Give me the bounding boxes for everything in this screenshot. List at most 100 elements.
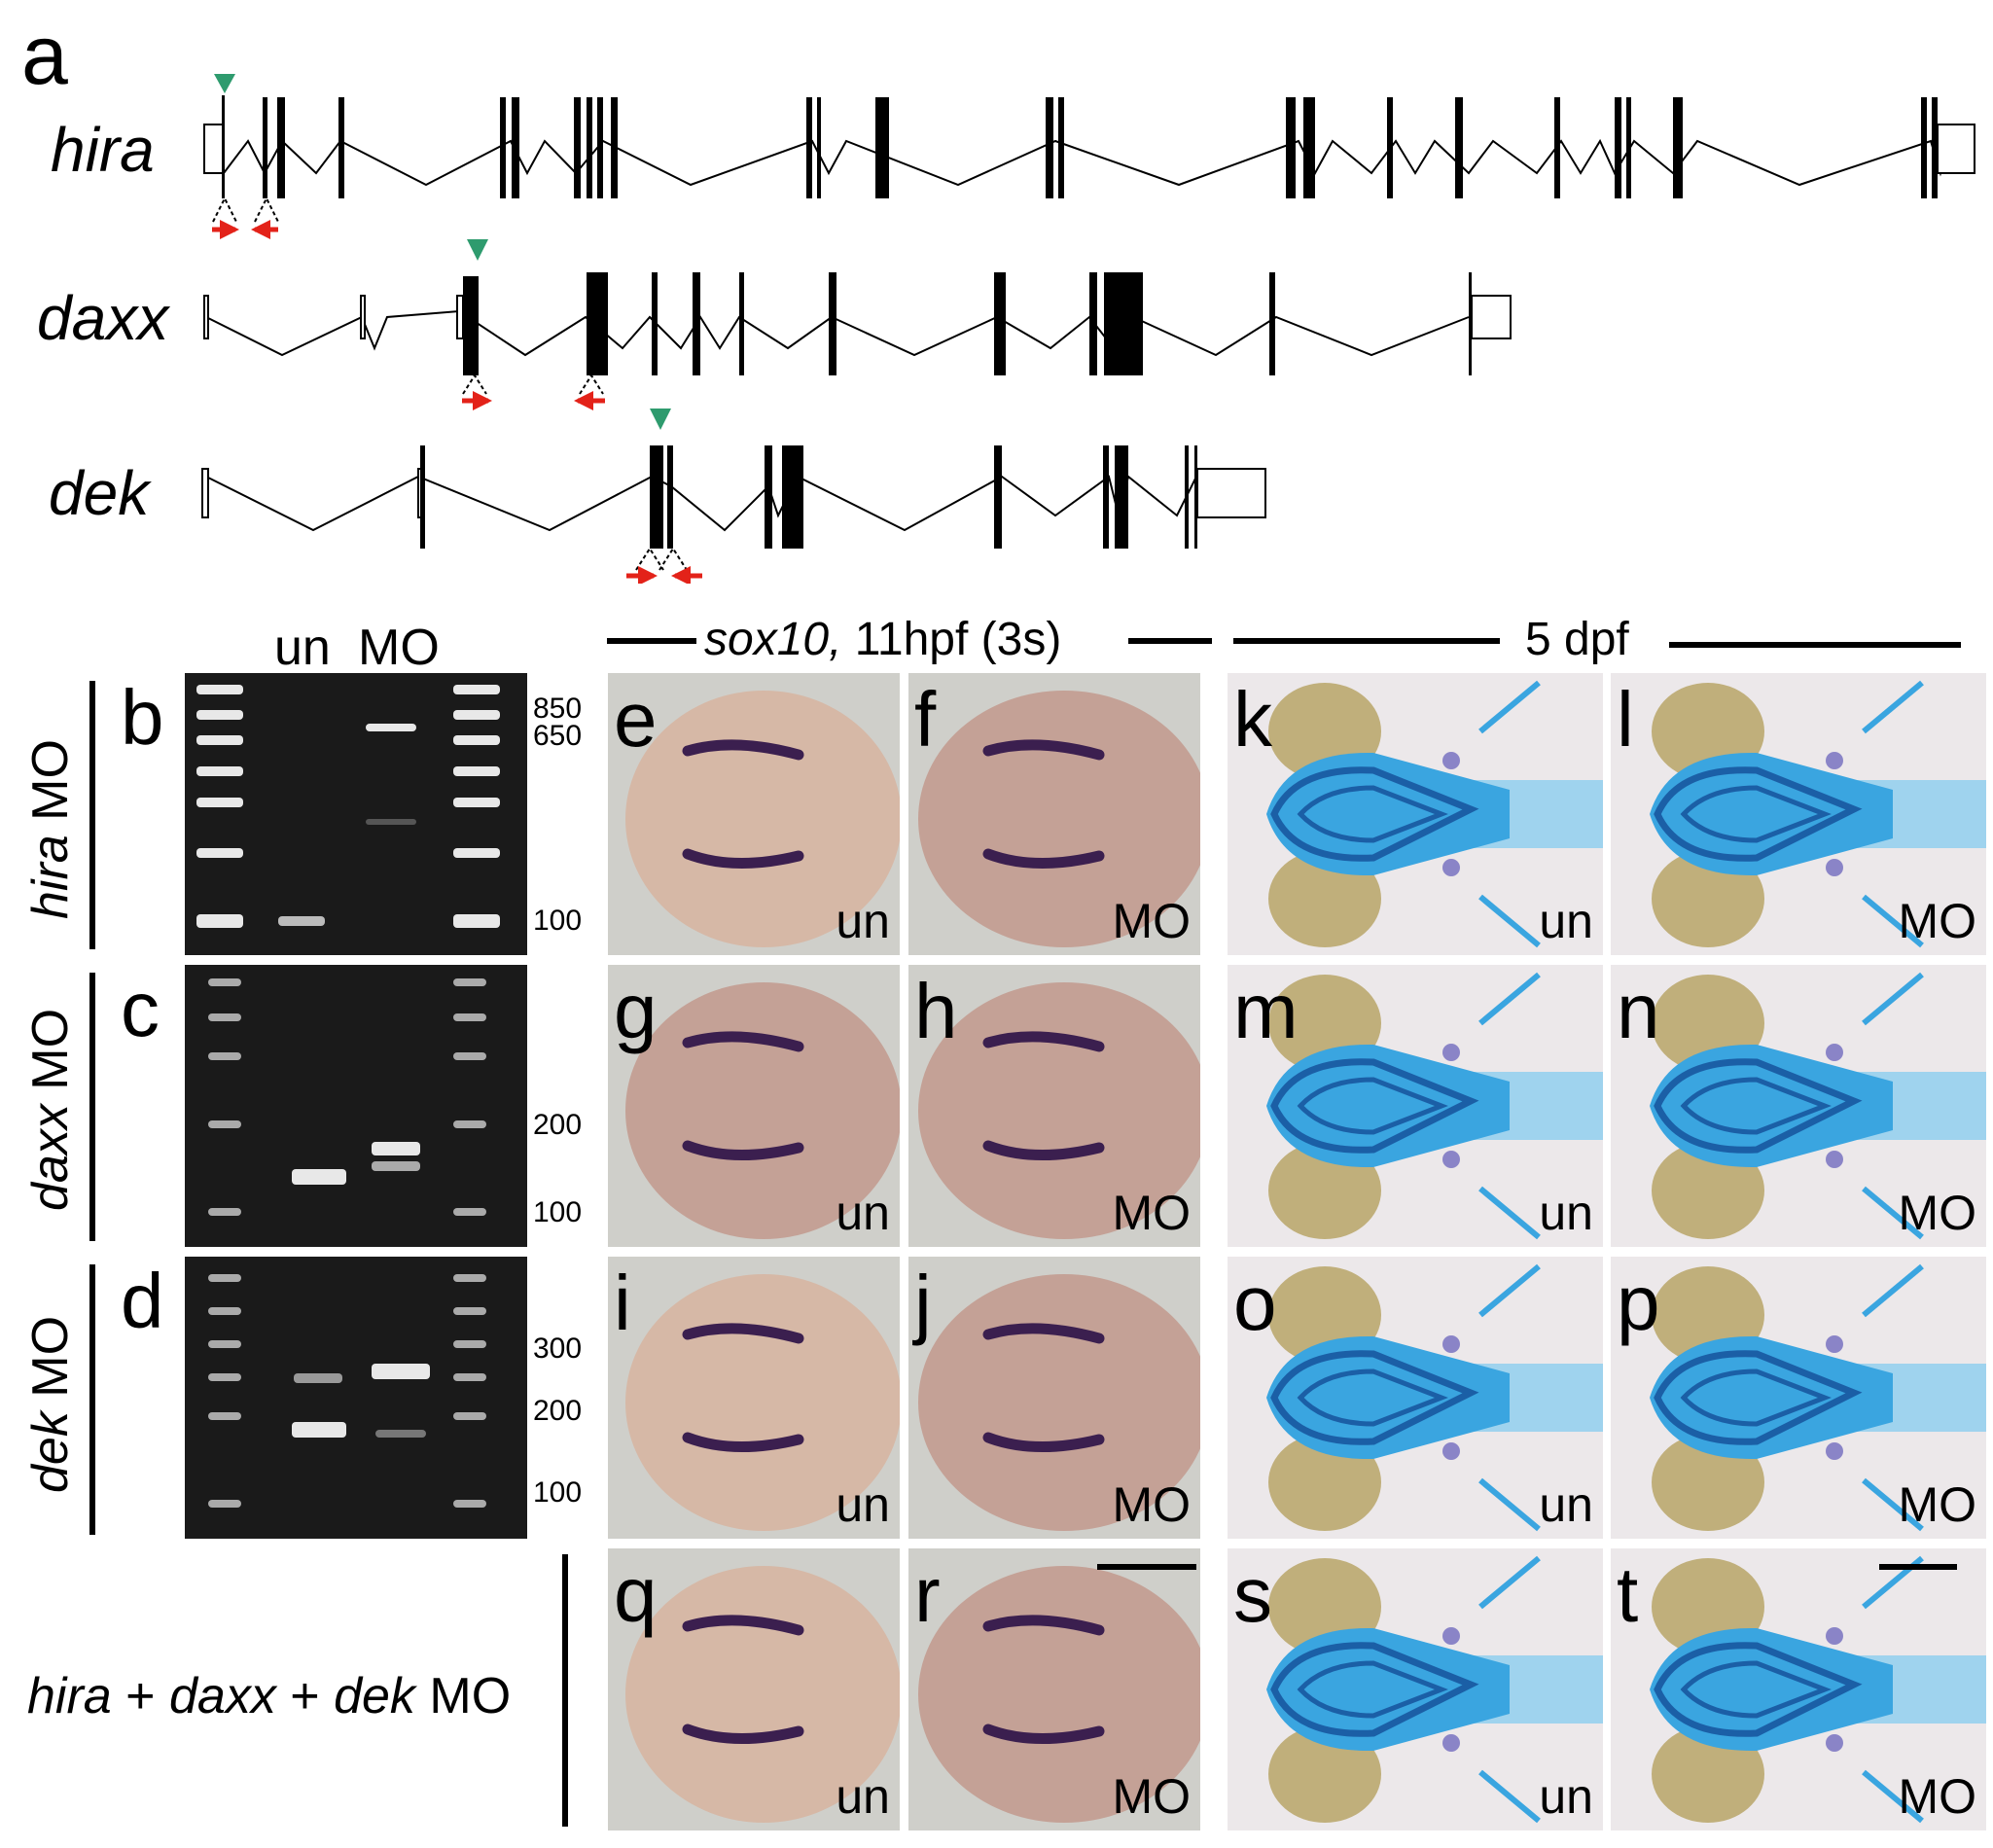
- row-bracket-b: [89, 681, 95, 949]
- gel-daxx: [185, 965, 527, 1247]
- condition-tag: MO: [1898, 894, 1976, 948]
- daxx-gene-model: [203, 239, 1512, 410]
- row-label-daxx-mo: daxx MO: [22, 1008, 79, 1211]
- panel-letter-l: l: [1617, 676, 1634, 763]
- panel-letter-d: d: [121, 1258, 164, 1344]
- panel-letter-n: n: [1617, 968, 1660, 1054]
- condition-tag: MO: [1112, 1477, 1191, 1532]
- gel-dek: [185, 1257, 527, 1539]
- embryo-panel-g: g un: [608, 965, 900, 1247]
- embryo-panel-f: f MO: [908, 673, 1200, 955]
- panel-letter-m: m: [1233, 968, 1299, 1054]
- panel-letter-o: o: [1233, 1260, 1277, 1346]
- panel-letter-p: p: [1617, 1260, 1660, 1346]
- row-suffix-daxx: MO: [22, 1008, 79, 1105]
- condition-tag: MO: [1898, 1186, 1976, 1240]
- header-sox10-stage: 11hpf (3s): [841, 614, 1062, 665]
- larva-image: [1266, 680, 1603, 948]
- panel-letter-q: q: [614, 1551, 658, 1638]
- row-bracket-combo: [562, 1554, 568, 1827]
- larva-panel-p: p MO: [1611, 1257, 1986, 1539]
- hira-morpholino-marker: [214, 74, 235, 93]
- embryo-panel-j: j MO: [908, 1257, 1200, 1539]
- panel-letter-a: a: [21, 9, 68, 102]
- larva-panel-o: o un: [1228, 1257, 1603, 1539]
- condition-tag: un: [1539, 894, 1593, 948]
- scale-bar-embryo: [1097, 1564, 1196, 1570]
- dek-gene-model: [201, 409, 1266, 584]
- gene-label-dek: dek: [49, 458, 150, 528]
- embryo-image: [625, 691, 900, 947]
- condition-tag: MO: [1112, 1186, 1191, 1240]
- embryo-image: [918, 1274, 1200, 1531]
- header-sox10: sox10, 11hpf (3s): [704, 613, 1061, 666]
- condition-tag: un: [836, 1186, 890, 1240]
- panel-letter-h: h: [914, 968, 958, 1054]
- size-marker: 100: [533, 905, 583, 937]
- panel-letter-k: k: [1233, 676, 1272, 763]
- panel-letter-f: f: [914, 676, 937, 763]
- larva-panel-l: l MO: [1611, 673, 1986, 955]
- condition-tag: MO: [1898, 1477, 1976, 1532]
- size-marker: 200: [533, 1395, 583, 1427]
- size-marker: 650: [533, 720, 583, 752]
- embryo-image: [918, 1566, 1200, 1823]
- header-rule-sox10-left: [607, 638, 696, 644]
- condition-tag: un: [1539, 1477, 1593, 1532]
- larva-image: [1650, 972, 1986, 1240]
- daxx-morpholino-marker: [467, 239, 488, 261]
- panel-letter-b: b: [121, 674, 164, 761]
- condition-tag: un: [836, 1477, 890, 1532]
- combo-mo-label: hira + daxx + dek MO: [27, 1671, 511, 1722]
- gene-label-daxx: daxx: [37, 283, 169, 353]
- combo-plus: +: [111, 1668, 169, 1724]
- larva-panel-n: n MO: [1611, 965, 1986, 1247]
- size-marker: 200: [533, 1109, 583, 1141]
- larva-image: [1266, 1263, 1603, 1532]
- size-marker: 850: [533, 693, 583, 725]
- panel-letter-s: s: [1233, 1551, 1272, 1638]
- condition-tag: un: [836, 894, 890, 948]
- combo-gene-dek: dek: [334, 1668, 415, 1724]
- size-marker: 100: [533, 1476, 583, 1509]
- embryo-panel-i: i un: [608, 1257, 900, 1539]
- header-sox10-gene: sox10,: [704, 614, 842, 665]
- larva-panel-k: k un: [1228, 673, 1603, 955]
- condition-tag: MO: [1112, 1769, 1191, 1824]
- panel-letter-i: i: [614, 1260, 631, 1346]
- condition-tag: un: [1539, 1769, 1593, 1824]
- panel-letter-e: e: [614, 676, 658, 763]
- embryo-panel-e: e un: [608, 673, 900, 955]
- larva-panel-s: s un: [1228, 1548, 1603, 1830]
- scale-bar-larva: [1879, 1564, 1957, 1570]
- condition-tag: MO: [1898, 1769, 1976, 1824]
- embryo-image: [918, 691, 1200, 947]
- dek-morpholino-marker: [650, 409, 671, 430]
- larva-image: [1650, 680, 1986, 948]
- gene-label-hira: hira: [51, 115, 155, 185]
- row-gene-hira: hira: [22, 835, 79, 919]
- row-gene-daxx: daxx: [22, 1104, 79, 1211]
- row-suffix-dek: MO: [22, 1315, 79, 1412]
- lane-label-mo: MO: [358, 620, 440, 676]
- combo-plus: +: [275, 1668, 335, 1724]
- larva-image: [1266, 972, 1603, 1240]
- size-marker: 100: [533, 1196, 583, 1228]
- embryo-image: [625, 982, 900, 1239]
- header-rule-sox10-right: [1128, 638, 1212, 644]
- embryo-panel-r: r MO: [908, 1548, 1200, 1830]
- embryo-panel-h: h MO: [908, 965, 1200, 1247]
- combo-gene-daxx: daxx: [168, 1668, 276, 1724]
- panel-letter-c: c: [121, 966, 160, 1052]
- embryo-image: [625, 1566, 900, 1823]
- row-label-dek-mo: dek MO: [22, 1315, 79, 1493]
- row-label-hira-mo: hira MO: [22, 739, 79, 919]
- header-dpf: 5 dpf: [1525, 614, 1629, 665]
- gel-hira: [185, 673, 527, 955]
- row-suffix-hira: MO: [22, 739, 79, 835]
- larva-image: [1266, 1555, 1603, 1824]
- larva-panel-t: t MO: [1611, 1548, 1986, 1830]
- hira-gene-model: [203, 74, 1975, 239]
- larva-panel-m: m un: [1228, 965, 1603, 1247]
- larva-image: [1650, 1555, 1986, 1824]
